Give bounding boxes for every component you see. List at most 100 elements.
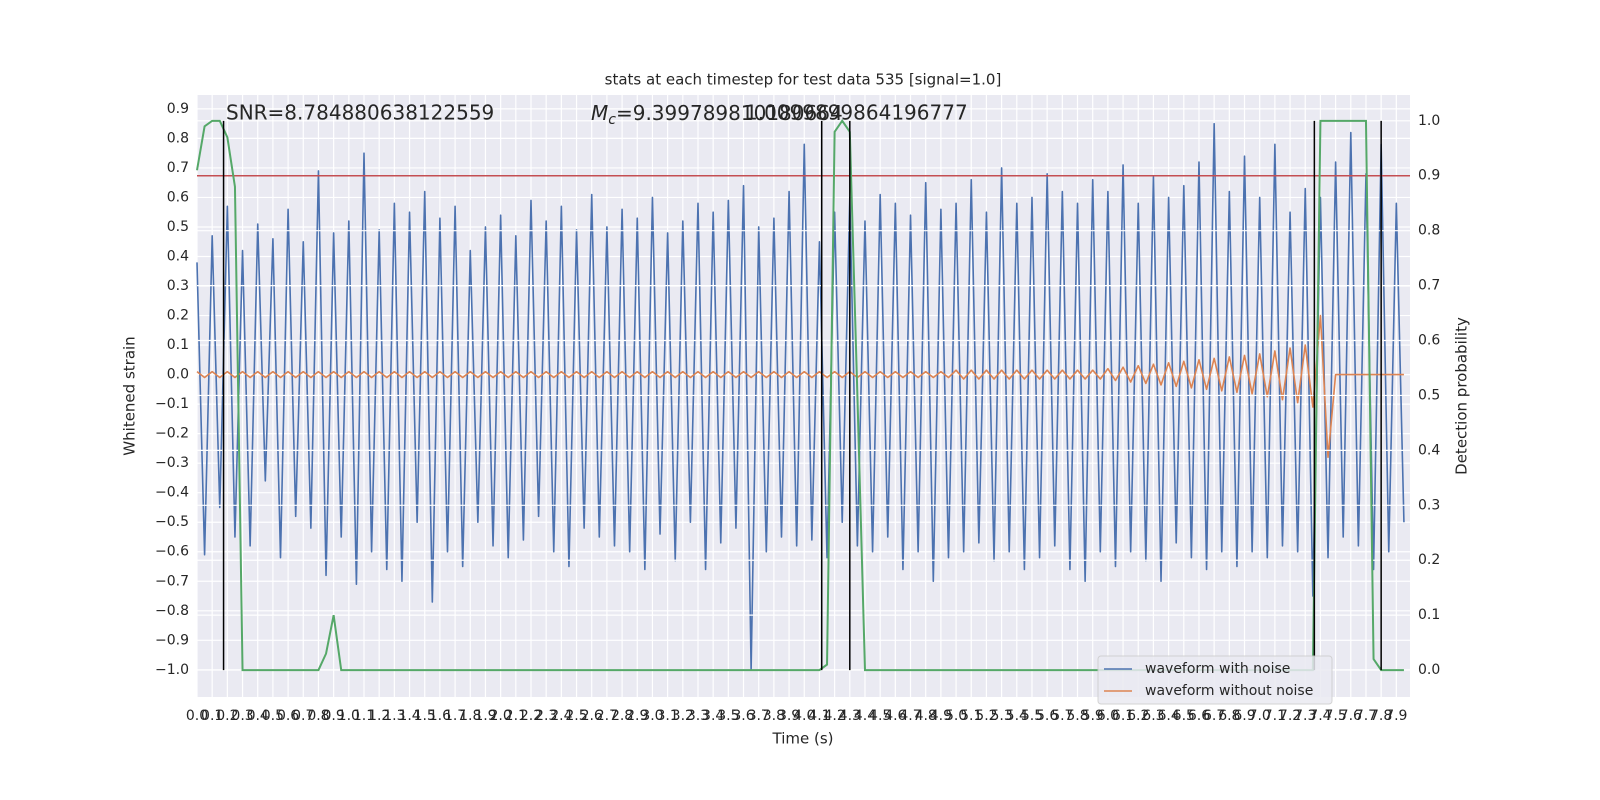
y2-tick-label: 0.0 xyxy=(1418,662,1440,678)
x-tick-label: 4.2 xyxy=(823,708,845,724)
x-tick-label: 7.4 xyxy=(1309,708,1331,724)
x-tick-label: 5.8 xyxy=(1066,708,1088,724)
x-tick-label: 2.0 xyxy=(489,708,511,724)
x-tick-label: 0.7 xyxy=(292,708,314,724)
x-tick-label: 7.5 xyxy=(1324,708,1346,724)
x-tick-label: 5.2 xyxy=(975,708,997,724)
x-tick-label: 0.5 xyxy=(262,708,284,724)
annotation-text: =9.399789810180664 xyxy=(616,101,843,125)
y2-tick-label: 0.1 xyxy=(1418,607,1440,623)
x-tick-label: 3.4 xyxy=(702,708,724,724)
y-tick-label: −0.6 xyxy=(155,544,189,560)
annotation: SNR=8.784880638122559 xyxy=(226,101,494,125)
x-axis-label: Time (s) xyxy=(772,730,834,748)
x-tick-label: 4.1 xyxy=(808,708,830,724)
y-tick-label: −0.8 xyxy=(155,603,189,619)
y2-tick-label: 0.2 xyxy=(1418,552,1440,568)
y2-tick-label: 0.6 xyxy=(1418,333,1440,349)
x-tick-label: 2.5 xyxy=(565,708,587,724)
y-tick-label: 0.9 xyxy=(167,101,189,117)
series-line xyxy=(196,314,1404,459)
y-tick-label: 0.8 xyxy=(167,130,189,146)
y-tick-label: −0.7 xyxy=(155,573,189,589)
x-tick-label: 7.6 xyxy=(1340,708,1362,724)
x-tick-label: 5.1 xyxy=(960,708,982,724)
x-tick-label: 2.3 xyxy=(535,708,557,724)
y-tick-label: −0.1 xyxy=(155,396,189,412)
x-tick-label: 2.6 xyxy=(581,708,603,724)
x-tick-label: 7.3 xyxy=(1294,708,1316,724)
x-tick-label: 6.1 xyxy=(1112,708,1134,724)
x-tick-label: 6.7 xyxy=(1203,708,1225,724)
y-tick-label: 0.1 xyxy=(167,337,189,353)
x-tick-label: 6.5 xyxy=(1173,708,1195,724)
x-tick-label: 6.9 xyxy=(1233,708,1255,724)
x-tick-label: 0.6 xyxy=(277,708,299,724)
x-tick-label: 6.2 xyxy=(1127,708,1149,724)
x-tick-label: 0.9 xyxy=(323,708,345,724)
annotation: Mc=9.399789810180664 xyxy=(591,101,843,129)
x-tick-label: 5.9 xyxy=(1082,708,1104,724)
x-tick-label: 0.3 xyxy=(231,708,253,724)
x-tick-label: 4.8 xyxy=(915,708,937,724)
y2-tick-label: 1.0 xyxy=(1418,113,1440,129)
x-tick-label: 4.0 xyxy=(793,708,815,724)
x-tick-label: 3.9 xyxy=(778,708,800,724)
x-tick-label: 4.5 xyxy=(869,708,891,724)
x-tick-label: 1.5 xyxy=(414,708,436,724)
y-tick-label: −0.2 xyxy=(155,426,189,442)
x-tick-label: 7.0 xyxy=(1249,708,1271,724)
x-tick-label: 5.7 xyxy=(1051,708,1073,724)
legend-label: waveform with noise xyxy=(1145,661,1290,677)
y-tick-label: 0.4 xyxy=(167,248,189,264)
x-tick-label: 1.6 xyxy=(429,708,451,724)
x-tick-label: 2.2 xyxy=(520,708,542,724)
x-tick-label: 6.4 xyxy=(1157,708,1179,724)
x-tick-label: 4.4 xyxy=(854,708,876,724)
x-tick-label: 2.1 xyxy=(505,708,527,724)
y2-tick-label: 0.3 xyxy=(1418,497,1440,513)
x-tick-label: 1.1 xyxy=(353,708,375,724)
y-tick-label: 0.5 xyxy=(167,219,189,235)
x-tick-label: 1.0 xyxy=(338,708,360,724)
y2-tick-label: 0.7 xyxy=(1418,278,1440,294)
x-tick-label: 3.0 xyxy=(641,708,663,724)
x-tick-label: 0.8 xyxy=(307,708,329,724)
x-tick-label: 2.4 xyxy=(550,708,572,724)
x-tick-label: 0.0 xyxy=(186,708,208,724)
x-tick-label: 3.5 xyxy=(717,708,739,724)
y-tick-label: −1.0 xyxy=(155,662,189,678)
detection-line xyxy=(196,119,1404,672)
x-tick-label: 6.8 xyxy=(1218,708,1240,724)
x-tick-label: 3.8 xyxy=(763,708,785,724)
x-tick-label: 3.3 xyxy=(687,708,709,724)
x-tick-label: 3.7 xyxy=(748,708,770,724)
x-tick-label: 1.3 xyxy=(383,708,405,724)
x-tick-label: 7.9 xyxy=(1385,708,1407,724)
y-tick-label: −0.9 xyxy=(155,632,189,648)
y2-tick-label: 0.5 xyxy=(1418,387,1440,403)
x-tick-label: 4.9 xyxy=(930,708,952,724)
y-tick-label: 0.2 xyxy=(167,308,189,324)
legend-box xyxy=(1097,655,1333,705)
x-tick-label: 7.7 xyxy=(1355,708,1377,724)
x-tick-label: 1.2 xyxy=(368,708,390,724)
y-tick-label: −0.5 xyxy=(155,514,189,530)
y2-tick-label: 0.4 xyxy=(1418,442,1440,458)
annotation: 1.0099899864196777 xyxy=(745,101,968,125)
x-tick-label: 2.8 xyxy=(611,708,633,724)
x-tick-label: 3.2 xyxy=(672,708,694,724)
chart-title: stats at each timestep for test data 535… xyxy=(605,71,1002,89)
legend-label: waveform without noise xyxy=(1145,683,1313,699)
x-tick-label: 6.0 xyxy=(1097,708,1119,724)
y-axis-label: Whitened strain xyxy=(121,336,139,455)
series-line xyxy=(196,122,1405,671)
x-tick-label: 4.6 xyxy=(884,708,906,724)
y-tick-label: −0.4 xyxy=(155,485,189,501)
x-tick-label: 3.6 xyxy=(732,708,754,724)
y2-axis-label: Detection probability xyxy=(1453,317,1471,475)
x-tick-label: 5.0 xyxy=(945,708,967,724)
y2-tick-label: 0.8 xyxy=(1418,223,1440,239)
x-tick-label: 7.2 xyxy=(1279,708,1301,724)
